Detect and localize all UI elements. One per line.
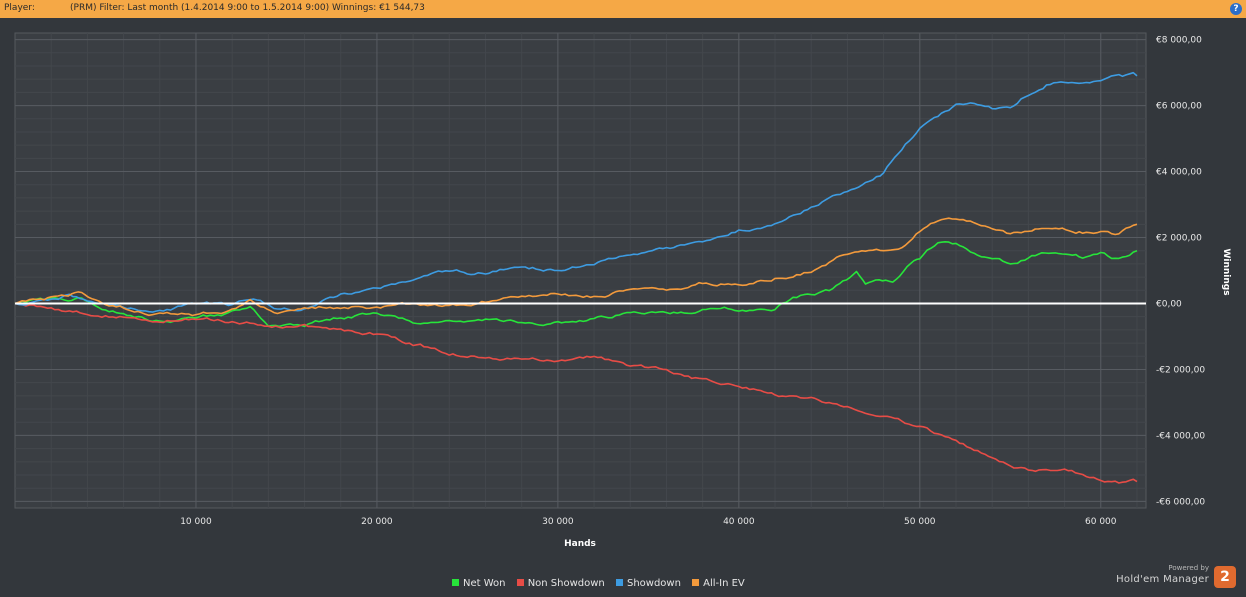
y-tick-label: -€6 000,00 bbox=[1156, 497, 1205, 507]
product-name: Hold'em Manager bbox=[1116, 574, 1209, 585]
legend-label-all-in-ev: All-In EV bbox=[703, 578, 745, 589]
series-line-net-won bbox=[14, 241, 1138, 328]
x-tick-label: 20 000 bbox=[361, 517, 393, 527]
x-tick-label: 40 000 bbox=[723, 517, 755, 527]
header-bar: Player: (PRM) Filter: Last month (1.4.20… bbox=[0, 0, 1246, 18]
legend-swatch-all-in-ev bbox=[692, 579, 700, 586]
x-axis-title: Hands bbox=[564, 539, 596, 549]
y-tick-label: €4 000,00 bbox=[1156, 168, 1202, 178]
legend-swatch-net-won bbox=[452, 579, 459, 586]
y-tick-label: €8 000,00 bbox=[1156, 36, 1202, 46]
y-tick-label: -€4 000,00 bbox=[1156, 431, 1205, 441]
y-tick-label: €0,00 bbox=[1156, 299, 1182, 309]
legend-item-all-in-ev[interactable]: All-In EV bbox=[692, 578, 745, 589]
legend-label-non-showdown: Non Showdown bbox=[527, 578, 605, 589]
plot-area bbox=[14, 32, 1147, 509]
series-line-all-in-ev bbox=[14, 217, 1138, 317]
x-tick-label: 30 000 bbox=[542, 517, 574, 527]
y-axis-title: Winnings bbox=[1221, 248, 1231, 295]
legend-swatch-showdown bbox=[615, 579, 623, 586]
series-line-non-showdown bbox=[14, 302, 1138, 484]
player-label: Player: bbox=[4, 3, 35, 13]
legend-item-non-showdown[interactable]: Non Showdown bbox=[516, 578, 605, 589]
x-tick-label: 10 000 bbox=[180, 517, 212, 527]
legend-swatch-non-showdown bbox=[516, 579, 524, 586]
hem-logo-icon: 2 bbox=[1214, 566, 1236, 588]
x-tick-label: 50 000 bbox=[904, 517, 936, 527]
y-tick-label: €2 000,00 bbox=[1156, 234, 1202, 244]
y-tick-label: -€2 000,00 bbox=[1156, 365, 1205, 375]
legend: Net Won Non Showdown Showdown All-In EV bbox=[452, 578, 753, 589]
legend-item-net-won[interactable]: Net Won bbox=[452, 578, 506, 589]
powered-by-text: Powered by bbox=[1168, 564, 1209, 572]
legend-item-showdown[interactable]: Showdown bbox=[615, 578, 681, 589]
y-tick-label: €6 000,00 bbox=[1156, 102, 1202, 112]
x-tick-label: 60 000 bbox=[1085, 517, 1117, 527]
legend-label-net-won: Net Won bbox=[463, 578, 506, 589]
legend-label-showdown: Showdown bbox=[626, 578, 681, 589]
help-icon[interactable]: ? bbox=[1230, 3, 1242, 15]
filter-summary: (PRM) Filter: Last month (1.4.2014 9:00 … bbox=[70, 3, 425, 13]
